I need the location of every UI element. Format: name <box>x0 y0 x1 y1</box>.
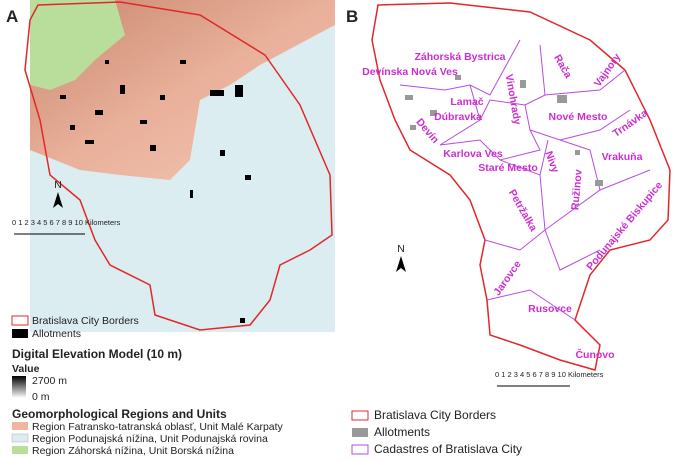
district-label: Záhorská Bystrica <box>414 51 505 63</box>
dem-gradient <box>12 376 26 398</box>
district-label: Dúbravka <box>434 111 482 123</box>
panel-a: A N 0 1 2 3 4 5 6 7 8 9 10 Kilometers Br… <box>6 0 335 457</box>
legend-swatch <box>11 315 29 326</box>
legend-label: 0 m <box>32 391 50 403</box>
district-label: Devínska Nová Ves <box>362 66 458 78</box>
panel-label: A <box>6 7 18 26</box>
allotments <box>405 75 603 186</box>
district-label: Karlova Ves <box>443 148 503 160</box>
legend-label: Cadastres of Bratislava City <box>374 442 522 456</box>
north-label: N <box>397 243 405 255</box>
legend-swatch <box>11 433 29 443</box>
district-label: Nové Mesto <box>549 111 608 123</box>
north-label: N <box>54 179 62 191</box>
legend-swatch <box>351 410 369 421</box>
allotments <box>60 60 251 323</box>
cadastres <box>399 39 651 321</box>
district-label: Ružinov <box>569 169 585 211</box>
legend-label: Region Záhorská nížina, Unit Borská níži… <box>32 445 234 456</box>
scale-label: 0 1 2 3 4 5 6 7 8 9 10 Kilometers <box>495 370 604 379</box>
district-label: Staré Mesto <box>478 162 538 174</box>
legend-title: Digital Elevation Model (10 m) <box>12 347 182 361</box>
scale-label: 0 1 2 3 4 5 6 7 8 9 10 Kilometers <box>12 218 121 227</box>
legend-label: Allotments <box>374 425 430 439</box>
north-arrow <box>53 192 63 208</box>
city-border <box>24 1 333 331</box>
legend-swatch <box>351 444 369 455</box>
city-border <box>371 2 671 371</box>
district-label: Lamač <box>450 96 483 108</box>
legend-subtitle: Value <box>12 363 40 375</box>
north-arrow <box>396 256 406 272</box>
legend-title: Geomorphological Regions and Units <box>12 407 227 421</box>
lowland-north <box>30 0 125 90</box>
legend-label: Allotments <box>32 328 81 340</box>
legend-swatch <box>12 422 28 430</box>
legend-label: Bratislava City Borders <box>374 408 496 422</box>
district-label: Rusovce <box>528 303 572 315</box>
legend-swatch <box>12 329 28 338</box>
legend-label: 2700 m <box>32 375 67 387</box>
legend-label: Bratislava City Borders <box>32 315 139 327</box>
district-label: Vrakuňa <box>602 151 643 163</box>
legend-swatch <box>12 446 28 454</box>
panel-label: B <box>346 7 358 26</box>
legend-label: Region Fatransko-tatranská oblasť, Unit … <box>32 421 284 433</box>
legend-swatch <box>352 428 368 437</box>
legend-label: Region Podunajská nížina, Unit Podunajsk… <box>32 433 268 445</box>
district-label: Čunovo <box>575 348 614 361</box>
